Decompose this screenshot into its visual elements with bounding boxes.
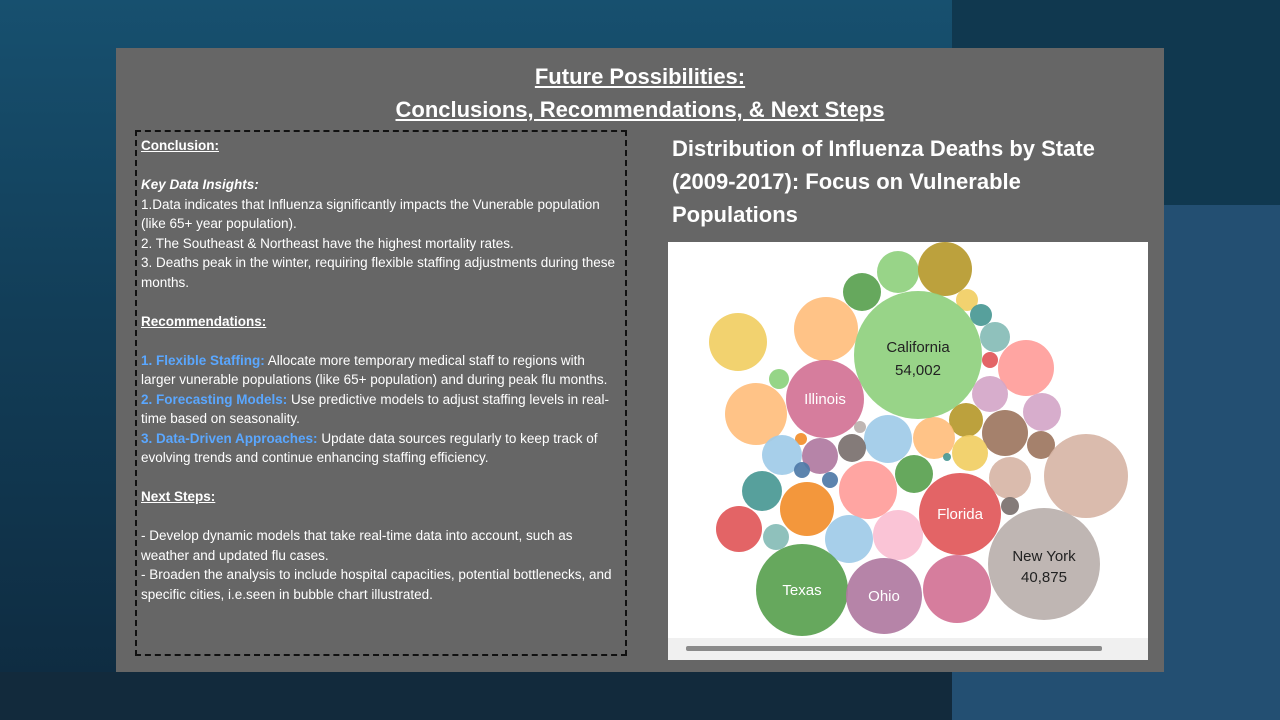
state-bubble[interactable] <box>918 242 972 296</box>
next-step-item: - Develop dynamic models that take real-… <box>141 528 573 563</box>
state-bubble[interactable] <box>854 421 866 433</box>
recommendation-item: 3. Data-Driven Approaches: Update data s… <box>141 429 621 468</box>
state-bubble[interactable] <box>843 273 881 311</box>
recommendation-label: 1. Flexible Staffing: <box>141 352 265 368</box>
insight-item: 2. The Southeast & Northeast have the hi… <box>141 235 514 251</box>
state-bubble[interactable] <box>1001 497 1019 515</box>
state-bubble[interactable] <box>989 457 1031 499</box>
state-bubble[interactable] <box>972 376 1008 412</box>
bubble-value-california: 54,002 <box>895 362 941 379</box>
state-bubble[interactable] <box>952 435 988 471</box>
state-bubble[interactable] <box>970 304 992 326</box>
recommendation-text: Use predictive models to adjust staffing… <box>141 391 609 427</box>
slide-title: Future Possibilities: Conclusions, Recom… <box>116 60 1164 126</box>
bubble-label-florida: Florida <box>937 506 984 523</box>
state-bubble[interactable] <box>716 506 762 552</box>
next-step-item: - Broaden the analysis to include hospit… <box>141 567 612 602</box>
state-bubble[interactable] <box>923 555 991 623</box>
state-bubble[interactable] <box>1023 393 1061 431</box>
state-bubble[interactable] <box>998 340 1054 396</box>
state-bubble[interactable] <box>956 289 978 311</box>
next-steps-heading: Next Steps: <box>141 489 216 504</box>
state-bubble-illinois[interactable] <box>786 360 864 438</box>
state-bubble[interactable] <box>877 251 919 293</box>
state-bubble-ohio[interactable] <box>846 558 922 634</box>
state-bubble[interactable] <box>873 510 923 560</box>
state-bubble[interactable] <box>839 461 897 519</box>
state-bubble[interactable] <box>895 455 933 493</box>
state-bubble[interactable] <box>742 471 782 511</box>
state-bubble[interactable] <box>762 435 802 475</box>
state-bubble[interactable] <box>780 482 834 536</box>
state-bubble[interactable] <box>864 415 912 463</box>
state-bubble[interactable] <box>982 352 998 368</box>
state-bubble[interactable] <box>795 433 807 445</box>
recommendation-label: 3. Data-Driven Approaches: <box>141 430 318 446</box>
slide-title-line-1: Future Possibilities: <box>534 64 746 89</box>
state-bubble-texas[interactable] <box>756 544 848 636</box>
recommendation-item: 2. Forecasting Models: Use predictive mo… <box>141 390 621 429</box>
state-bubble[interactable] <box>763 524 789 550</box>
state-bubble[interactable] <box>982 410 1028 456</box>
bubble-label-illinois: Illinois <box>804 391 846 408</box>
insight-item: 3. Deaths peak in the winter, requiring … <box>141 255 616 290</box>
state-bubble[interactable] <box>943 453 951 461</box>
recommendation-item: 1. Flexible Staffing: Allocate more temp… <box>141 351 621 390</box>
bubble-label-new-york: New York <box>1012 548 1076 565</box>
scrollbar-thumb[interactable] <box>686 646 1102 651</box>
state-bubble[interactable] <box>825 515 873 563</box>
state-bubble[interactable] <box>980 322 1010 352</box>
state-bubble[interactable] <box>1044 434 1128 518</box>
recommendations-heading: Recommendations: <box>141 313 267 329</box>
state-bubble[interactable] <box>1027 431 1055 459</box>
state-bubble-florida[interactable] <box>919 473 1001 555</box>
slide-content: Future Possibilities: Conclusions, Recom… <box>116 48 1164 672</box>
recommendation-label: 2. Forecasting Models: <box>141 391 288 407</box>
state-bubble[interactable] <box>802 438 838 474</box>
slide-title-line-2: Conclusions, Recommendations, & Next Ste… <box>395 97 885 122</box>
state-bubble[interactable] <box>822 472 838 488</box>
bubble-label-california: California <box>886 339 950 356</box>
insights-heading: Key Data Insights: <box>141 177 259 192</box>
bubble-value-new-york: 40,875 <box>1021 569 1067 586</box>
state-bubble-california[interactable] <box>854 291 982 419</box>
state-bubble[interactable] <box>794 297 858 361</box>
recommendation-text: Allocate more temporary medical staff to… <box>141 352 608 388</box>
bubble-chart-canvas[interactable]: California 54,002 New York 40,875 Texas Flori… <box>668 242 1148 638</box>
horizontal-scrollbar[interactable] <box>668 638 1148 660</box>
conclusions-text-panel: Conclusion: Key Data Insights: 1.Data in… <box>135 130 627 656</box>
state-bubble[interactable] <box>838 434 866 462</box>
state-bubble[interactable] <box>709 313 767 371</box>
state-bubble[interactable] <box>794 462 810 478</box>
chart-title: Distribution of Influenza Deaths by Stat… <box>672 136 1095 227</box>
recommendation-text: Update data sources regularly to keep tr… <box>141 430 598 466</box>
conclusion-heading: Conclusion: <box>141 138 219 153</box>
state-bubble[interactable] <box>725 383 787 445</box>
insight-item: 1.Data indicates that Influenza signific… <box>141 196 600 232</box>
state-bubble[interactable] <box>769 369 789 389</box>
bubble-label-ohio: Ohio <box>868 588 900 605</box>
state-bubble-new-york[interactable] <box>988 508 1100 620</box>
bubble-chart[interactable]: California 54,002 New York 40,875 Texas Flori… <box>668 242 1148 660</box>
bubble-label-texas: Texas <box>782 582 821 599</box>
background-block <box>0 672 952 720</box>
state-bubble[interactable] <box>949 403 983 437</box>
state-bubble[interactable] <box>913 417 955 459</box>
